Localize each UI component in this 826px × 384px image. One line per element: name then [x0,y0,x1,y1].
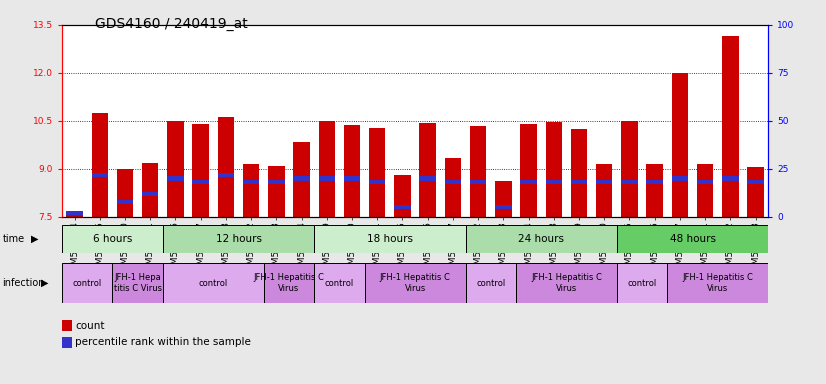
Text: JFH-1 Hepatitis C
Virus: JFH-1 Hepatitis C Virus [682,273,753,293]
Bar [62,225,163,253]
Bar [748,180,764,184]
Text: infection: infection [2,278,45,288]
Bar [672,73,688,217]
Bar [167,121,183,217]
Bar [314,225,466,253]
Bar [142,162,159,217]
Bar [667,263,768,303]
Bar [163,263,263,303]
Bar [697,164,714,217]
Bar [293,142,310,217]
Bar [268,180,284,184]
Bar [420,177,436,180]
Text: JFH-1 Hepa
titis C Virus: JFH-1 Hepa titis C Virus [114,273,162,293]
Bar [192,180,209,184]
Text: JFH-1 Hepatitis C
Virus: JFH-1 Hepatitis C Virus [254,273,325,293]
Bar [369,128,386,217]
Text: control: control [325,279,354,288]
Bar [546,180,562,184]
Bar [470,126,487,217]
Bar [116,169,133,217]
Bar [495,181,511,217]
Text: control: control [73,279,102,288]
Bar [66,211,83,215]
Bar [495,205,511,209]
Text: GDS4160 / 240419_at: GDS4160 / 240419_at [95,17,248,31]
Bar [596,164,612,217]
Bar [112,263,163,303]
Text: count: count [75,321,105,331]
Bar [697,180,714,184]
Bar [62,263,112,303]
Bar [647,164,663,217]
Bar [466,263,516,303]
Text: ▶: ▶ [31,234,39,244]
Text: 18 hours: 18 hours [367,234,413,244]
Bar [243,180,259,184]
Bar [617,263,667,303]
Bar [621,180,638,184]
Bar [66,215,83,217]
Bar [344,177,360,180]
Bar [394,175,411,217]
Bar [596,180,612,184]
Bar [520,124,537,217]
Bar [647,180,663,184]
Bar [466,225,617,253]
Text: JFH-1 Hepatitis C
Virus: JFH-1 Hepatitis C Virus [380,273,450,293]
Bar [470,180,487,184]
Bar [617,225,768,253]
Text: 12 hours: 12 hours [216,234,262,244]
Text: ▶: ▶ [41,278,49,288]
Text: 6 hours: 6 hours [93,234,132,244]
Bar [218,173,234,177]
Bar [394,205,411,209]
Text: JFH-1 Hepatitis C
Virus: JFH-1 Hepatitis C Virus [531,273,602,293]
Bar [444,180,461,184]
Text: 48 hours: 48 hours [670,234,715,244]
Bar [571,129,587,217]
Bar [192,124,209,217]
Bar [722,36,738,217]
Text: time: time [2,234,25,244]
Bar [293,177,310,180]
Bar [263,263,314,303]
Text: control: control [476,279,506,288]
Bar [218,117,234,217]
Bar [722,177,738,180]
Bar [167,177,183,180]
Text: 24 hours: 24 hours [518,234,564,244]
Bar [142,192,159,196]
Bar [571,180,587,184]
Bar [344,125,360,217]
Bar [546,122,562,217]
Bar [369,180,386,184]
Bar [420,122,436,217]
Text: control: control [628,279,657,288]
Bar [520,180,537,184]
Bar [116,200,133,204]
Bar [672,177,688,180]
Bar [516,263,617,303]
Bar [268,166,284,217]
Bar [243,164,259,217]
Bar [621,121,638,217]
Text: percentile rank within the sample: percentile rank within the sample [75,337,251,347]
Bar [319,177,335,180]
Bar [748,167,764,217]
Bar [92,113,108,217]
Bar [163,225,314,253]
Bar [314,263,364,303]
Text: control: control [199,279,228,288]
Bar [92,173,108,177]
Bar [319,121,335,217]
Bar [364,263,466,303]
Bar [444,158,461,217]
